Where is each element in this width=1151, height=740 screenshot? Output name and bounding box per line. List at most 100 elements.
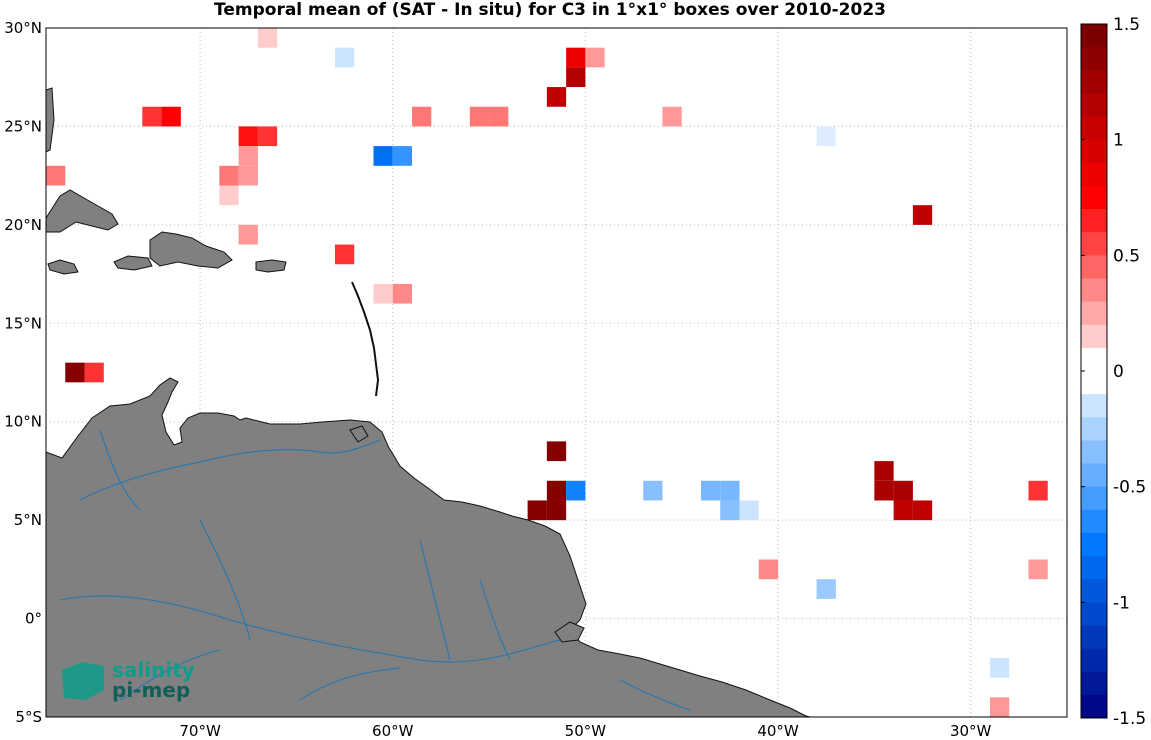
data-cell (257, 126, 278, 147)
colorbar-tick-label: -1.5 (1113, 709, 1146, 729)
colorbar-tick-label: 0.5 (1113, 246, 1140, 266)
jamaica (47, 259, 79, 275)
colorbar-segment (1081, 417, 1107, 441)
data-cell (585, 47, 605, 68)
data-cell (392, 146, 413, 166)
lat-tick-label: 20°N (4, 216, 42, 234)
colorbar-segment (1081, 625, 1107, 650)
colorbar-tick-label: -0.5 (1113, 478, 1146, 498)
lat-tick-label: 25°N (4, 117, 42, 135)
lon-tick-label: 70°W (179, 722, 221, 740)
data-cell (257, 28, 278, 48)
data-cell (373, 283, 393, 304)
colorbar-segment (1081, 232, 1107, 256)
data-cell (238, 146, 258, 166)
data-cell (643, 480, 663, 501)
colorbar-tick-label: 1.5 (1113, 15, 1140, 35)
colorbar-segment (1081, 47, 1107, 71)
data-cell (816, 579, 836, 599)
data-cell (720, 480, 740, 501)
logo-text-line1: salinity (112, 658, 195, 682)
lat-tick-label: 10°N (4, 413, 42, 431)
map-frame (45, 27, 1068, 718)
colorbar-segment (1081, 93, 1107, 118)
data-cell (65, 362, 85, 383)
logo-mark-icon (62, 662, 104, 700)
colorbar-segment (1081, 139, 1107, 164)
data-cell (1028, 480, 1048, 501)
colorbar-segment (1081, 255, 1107, 279)
colorbar-tick-label: -1 (1113, 593, 1130, 613)
data-cell (758, 559, 779, 580)
data-cell (161, 106, 181, 127)
cuba (46, 189, 119, 233)
colorbar-segment (1081, 371, 1107, 395)
lon-tick-label: 40°W (757, 722, 799, 740)
colorbar-segment (1081, 209, 1107, 233)
data-cell (566, 47, 586, 68)
colorbar-segment (1081, 162, 1107, 187)
marajo-island (554, 621, 585, 643)
latitude-labels: 30°N 25°N 20°N 15°N 10°N 5°N 0° 5°S (4, 19, 42, 726)
data-cell (334, 47, 355, 68)
data-cell (662, 106, 682, 127)
colorbar-segment (1081, 532, 1107, 557)
map-title: Temporal mean of (SAT - In situ) for C3 … (214, 0, 886, 20)
colorbar-segment (1081, 463, 1107, 488)
lat-tick-label: 15°N (4, 314, 42, 332)
data-cell (392, 283, 413, 304)
puerto-rico (255, 259, 287, 273)
haiti-west (113, 255, 153, 271)
data-cell (874, 461, 894, 481)
colorbar-tick-label: 0 (1113, 362, 1124, 382)
data-cell (238, 126, 258, 147)
lesser-antilles (351, 281, 380, 397)
salinity-pi-mep-logo: salinity pi-mep (62, 658, 195, 702)
data-cell (816, 126, 836, 147)
data-cell (720, 500, 740, 521)
colorbar-segment (1081, 486, 1107, 511)
colorbar-segment (1081, 278, 1107, 303)
graticule (46, 28, 1067, 717)
colorbar-segment (1081, 602, 1107, 626)
logo-text-line2: pi-mep (112, 678, 190, 702)
lat-tick-label: 5°N (14, 511, 42, 529)
colorbar-segment (1081, 671, 1107, 696)
colorbar-segment (1081, 347, 1107, 372)
data-cells (46, 28, 1048, 717)
data-cell (546, 87, 567, 107)
data-cell (893, 480, 913, 501)
colorbar-segment (1081, 509, 1107, 534)
data-cell (219, 165, 239, 186)
colorbar-segment (1081, 116, 1107, 141)
data-cell (238, 165, 258, 186)
colorbar-segment (1081, 185, 1107, 210)
colorbar-segment (1081, 24, 1107, 48)
data-cell (874, 480, 894, 501)
data-cell (142, 106, 162, 127)
colorbar-tick-label: 1 (1113, 131, 1124, 151)
colorbar-segment (1081, 556, 1107, 580)
colorbar-segment (1081, 324, 1107, 349)
data-cell (412, 106, 432, 127)
lat-tick-label: 30°N (4, 19, 42, 37)
data-cell (546, 500, 567, 521)
lat-tick-label: 0° (25, 610, 42, 628)
data-cell (989, 697, 1010, 717)
data-cell (566, 67, 586, 88)
data-cell (566, 480, 586, 501)
data-cell (912, 500, 933, 521)
data-cell (893, 500, 913, 521)
south-america-landmass (46, 377, 811, 717)
data-cell (527, 500, 547, 521)
data-cell (219, 185, 239, 206)
trinidad (349, 425, 369, 443)
bahamas (46, 87, 55, 153)
colorbar-segment (1081, 394, 1107, 418)
lon-tick-label: 60°W (372, 722, 414, 740)
data-cell (546, 441, 567, 462)
data-cell (739, 500, 759, 521)
data-cell (700, 480, 721, 501)
land-layer (46, 87, 811, 717)
